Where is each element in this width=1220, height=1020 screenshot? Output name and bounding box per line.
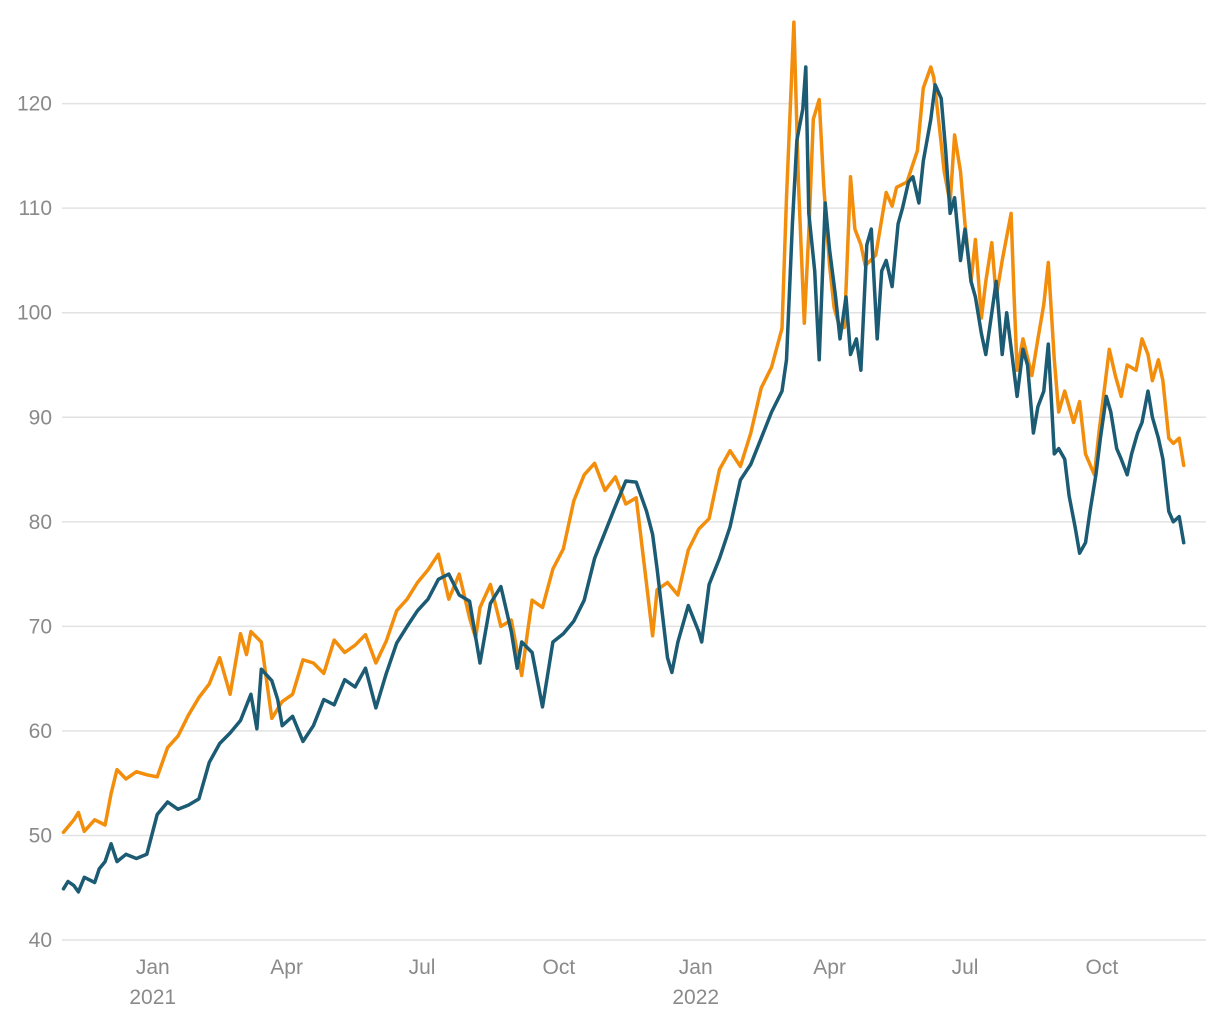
x-tick-year-label: 2021	[129, 986, 176, 1009]
y-tick-label: 60	[29, 720, 52, 743]
series-line	[61, 20, 1186, 835]
y-tick-label: 90	[29, 406, 52, 429]
x-tick-label: Oct	[1086, 956, 1119, 979]
y-tick-label: 80	[29, 511, 52, 534]
x-tick-label: Jul	[952, 956, 979, 979]
x-tick-year-label: 2022	[672, 986, 719, 1009]
y-tick-label: 40	[29, 929, 52, 952]
y-tick-label: 70	[29, 615, 52, 638]
y-tick-label: 120	[17, 93, 52, 116]
x-tick-label: Oct	[543, 956, 576, 979]
gridlines	[62, 102, 1206, 941]
x-tick-label: Apr	[813, 956, 846, 979]
y-tick-label: 110	[19, 197, 52, 220]
y-tick-label: 50	[29, 824, 52, 847]
x-tick-label: Jul	[409, 956, 436, 979]
x-tick-label: Apr	[270, 956, 303, 979]
y-axis-ticks: 40 50 60 70 80 90 100 110 120	[17, 93, 52, 952]
y-tick-label: 100	[17, 302, 52, 325]
x-tick-label: Jan	[136, 956, 170, 979]
x-axis-ticks: Jan 2021 Apr Jul Oct Jan 2022 Apr Jul Oct	[129, 956, 1118, 1009]
x-tick-label: Jan	[679, 956, 713, 979]
series-line	[61, 65, 1186, 894]
series-lines	[61, 20, 1186, 894]
